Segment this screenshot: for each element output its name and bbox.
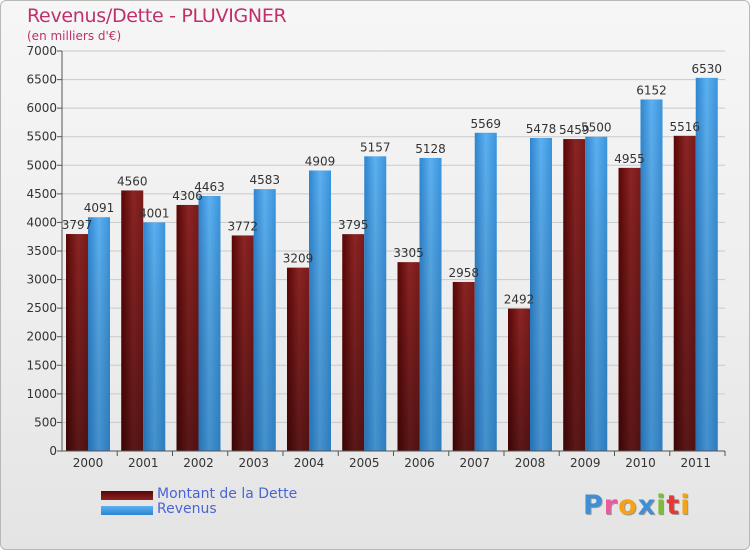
chart-subtitle: (en milliers d'€)	[27, 29, 122, 43]
bar-dette-shade	[508, 308, 530, 451]
bar-revenus-shade	[585, 136, 608, 451]
logo-letter: i	[656, 490, 667, 521]
bar-dette-shade	[231, 235, 254, 451]
bar-dette-shade	[397, 262, 420, 451]
bar-dette-shade	[452, 281, 475, 451]
data-label-revenus: 5500	[581, 121, 612, 135]
y-tick-label: 6000	[26, 101, 57, 115]
bar-revenus-shade	[253, 189, 276, 451]
data-label-dette: 5459	[559, 123, 590, 137]
legend-swatch-revenus	[101, 506, 153, 515]
data-label-revenus: 5128	[415, 142, 446, 156]
logo-letter: r	[603, 490, 619, 521]
bar-revenus-shade	[474, 132, 497, 451]
data-label-dette: 2492	[504, 293, 535, 307]
x-tick-label: 2004	[294, 456, 325, 470]
x-tick-label: 2008	[515, 456, 546, 470]
data-label-dette: 3305	[393, 246, 424, 260]
data-label-dette: 5516	[669, 120, 700, 134]
y-tick-label: 1000	[26, 387, 57, 401]
data-label-dette: 3772	[227, 219, 258, 233]
bar-revenus-shade	[364, 156, 387, 452]
data-label-revenus: 6152	[636, 83, 667, 97]
y-tick-label: 5500	[26, 130, 57, 144]
bar-revenus-shade	[695, 77, 718, 451]
x-tick-label: 2005	[349, 456, 380, 470]
logo-letter: i	[680, 490, 691, 521]
logo-letter: t	[666, 490, 681, 521]
data-label-dette: 4306	[172, 189, 203, 203]
bar-revenus-shade	[143, 222, 166, 451]
y-tick-label: 2500	[26, 301, 57, 315]
y-tick-label: 0	[49, 444, 57, 458]
data-label-dette: 4560	[117, 174, 148, 188]
data-label-revenus: 4909	[305, 154, 336, 168]
legend-swatch-dette	[101, 491, 153, 500]
logo-letter: x	[637, 490, 657, 521]
grid-layer	[62, 50, 725, 452]
bar-dette-shade	[176, 204, 199, 451]
logo-letter: o	[618, 490, 638, 521]
data-label-dette: 3795	[338, 218, 369, 232]
x-tick-label: 2002	[183, 456, 214, 470]
y-tick-label: 3500	[26, 244, 57, 258]
x-tick-label: 2007	[459, 456, 490, 470]
bar-dette-shade	[618, 167, 641, 451]
bar-dette-shade	[673, 135, 696, 452]
data-label-revenus: 6530	[691, 62, 722, 76]
bar-revenus-shade	[640, 99, 663, 451]
x-tick-label: 2011	[680, 456, 711, 470]
data-label-revenus: 5569	[470, 117, 501, 131]
bar-revenus-shade	[309, 170, 331, 451]
data-label-revenus: 4001	[139, 206, 170, 220]
x-tick-label: 2009	[570, 456, 601, 470]
bar-dette-shade	[121, 190, 144, 451]
data-label-revenus: 4091	[84, 201, 115, 215]
proxiti-logo: Proxiti	[583, 490, 691, 521]
bar-dette-shade	[342, 234, 365, 451]
y-tick-label: 7000	[26, 44, 57, 58]
data-label-dette: 3209	[283, 252, 314, 266]
x-tick-label: 2010	[625, 456, 656, 470]
legend-label-revenus: Revenus	[157, 501, 217, 517]
data-label-revenus: 4583	[249, 173, 280, 187]
data-label-revenus: 4463	[194, 180, 225, 194]
y-tick-label: 4000	[26, 215, 57, 229]
y-tick-label: 4500	[26, 187, 57, 201]
bar-dette-shade	[563, 139, 586, 452]
chart-title: Revenus/Dette - PLUVIGNER	[27, 5, 287, 27]
bar-revenus-shade	[88, 217, 110, 451]
data-label-dette: 2958	[448, 266, 479, 280]
y-tick-label: 6500	[26, 73, 57, 87]
y-tick-label: 500	[34, 415, 57, 429]
x-tick-label: 2001	[128, 456, 159, 470]
x-tick-label: 2006	[404, 456, 435, 470]
bar-dette-shade	[66, 234, 88, 451]
y-tick-label: 1500	[26, 358, 57, 372]
data-label-revenus: 5157	[360, 140, 391, 154]
axis-layer: 0 500 1000 1500 2000 2500 3000 3500 4000 4500 5000…	[26, 44, 726, 470]
x-tick-label: 2000	[73, 456, 104, 470]
data-label-revenus: 5478	[526, 122, 557, 136]
bar-revenus-shade	[419, 157, 442, 451]
y-tick-label: 2000	[26, 330, 57, 344]
y-tick-label: 5000	[26, 158, 57, 172]
logo-letter: P	[583, 490, 604, 521]
legend-label-dette: Montant de la Dette	[157, 486, 298, 502]
x-tick-label: 2003	[238, 456, 269, 470]
bar-revenus-shade	[530, 137, 552, 451]
y-tick-label: 3000	[26, 273, 57, 287]
data-label-dette: 4955	[614, 152, 645, 166]
bar-dette-shade	[287, 267, 309, 451]
bar-revenus-shade	[198, 195, 221, 451]
data-label-dette: 3797	[62, 218, 93, 232]
bar-layer	[66, 77, 718, 452]
